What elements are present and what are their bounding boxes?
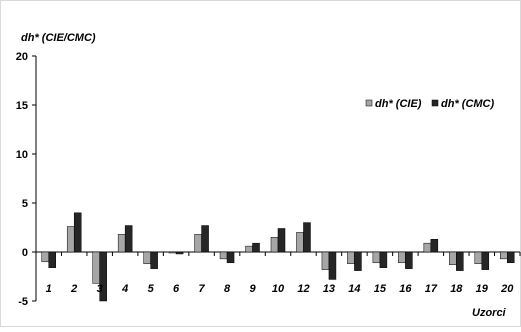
x-tick-label: 17 [425,283,438,295]
bar-cmc-7 [201,225,209,253]
legend-label-cie: dh* (CIE) [375,98,422,110]
y-tick-label: 20 [16,51,28,63]
bar-cie-13 [321,251,330,270]
x-axis-title: Uzorci [472,307,507,319]
x-tick-label: 5 [148,283,155,295]
bar-cie-12 [296,232,304,253]
bar-cmc-8 [226,251,235,264]
x-tick-label: 10 [272,283,285,295]
x-tick-label: 8 [224,283,231,295]
bar-cmc-20 [507,251,515,264]
bar-cmc-15 [379,251,388,268]
legend: dh* (CIE) dh* (CMC) [365,98,494,110]
y-tick-label: 0 [22,247,28,259]
bar-cmc-17 [430,239,439,253]
bar-cmc-10 [277,228,286,253]
x-tick-label: 13 [323,283,335,295]
x-tick-label: 4 [121,283,128,295]
bar-cie-4 [117,234,126,253]
bar-cmc-18 [456,251,464,271]
bar-cie-7 [194,234,202,253]
bar-cie-18 [449,251,457,265]
bar-cie-16 [398,251,406,264]
x-tick-label: 1 [46,283,52,295]
bar-cie-10 [270,237,279,253]
y-tick-label: 15 [16,100,28,112]
x-tick-label: 7 [199,283,206,295]
bar-cmc-6 [175,251,184,255]
legend-label-cmc: dh* (CMC) [441,98,494,110]
y-tick-label: 10 [16,149,28,161]
bar-cie-9 [245,245,253,253]
bar-cie-20 [500,251,508,260]
x-axis-labels: 1 2 3 4 5 6 7 8 9 10 12 13 14 15 16 17 18 19 20 [46,283,515,295]
bar-cmc-16 [405,251,413,269]
bar-cmc-19 [481,251,490,270]
x-tick-label: 15 [374,283,387,295]
bar-cie-14 [347,251,355,265]
bar-cie-8 [219,251,228,260]
bar-cmc-9 [252,242,260,253]
x-tick-label: 19 [476,283,489,295]
bar-cie-6 [168,251,177,254]
bar-cie-5 [143,251,151,265]
bar-cmc-1 [48,251,56,268]
x-tick-label: 20 [500,283,514,295]
bar-cie-2 [66,226,75,253]
bar-cie-3 [92,251,100,284]
bar-cmc-14 [354,251,362,271]
y-tick-label: 5 [22,198,28,210]
x-tick-label: 18 [450,283,463,295]
x-tick-label: 2 [70,283,77,295]
bar-cmc-13 [328,251,337,280]
bar-cie-15 [372,251,381,264]
x-tick-label: 14 [348,283,360,295]
x-tick-label: 6 [173,283,180,295]
x-tick-label: 16 [399,283,412,295]
bar-cmc-4 [124,225,133,253]
y-tick-label: -5 [18,296,28,308]
bars [41,212,521,302]
bar-cmc-12 [303,222,311,253]
x-tick-label: 3 [97,283,103,295]
bar-cie-19 [474,251,483,265]
legend-swatch-cmc [431,99,439,107]
bar-cmc-3 [99,251,107,302]
x-tick-label: 12 [297,283,309,295]
legend-swatch-cie [365,99,373,107]
bar-cie-1 [41,251,49,263]
y-axis-title: dh* (CIE/CMC) [21,32,96,44]
bar-cmc-2 [73,212,82,253]
bar-cmc-5 [150,251,158,269]
bar-cie-17 [423,242,432,253]
x-tick-label: 9 [249,283,256,295]
